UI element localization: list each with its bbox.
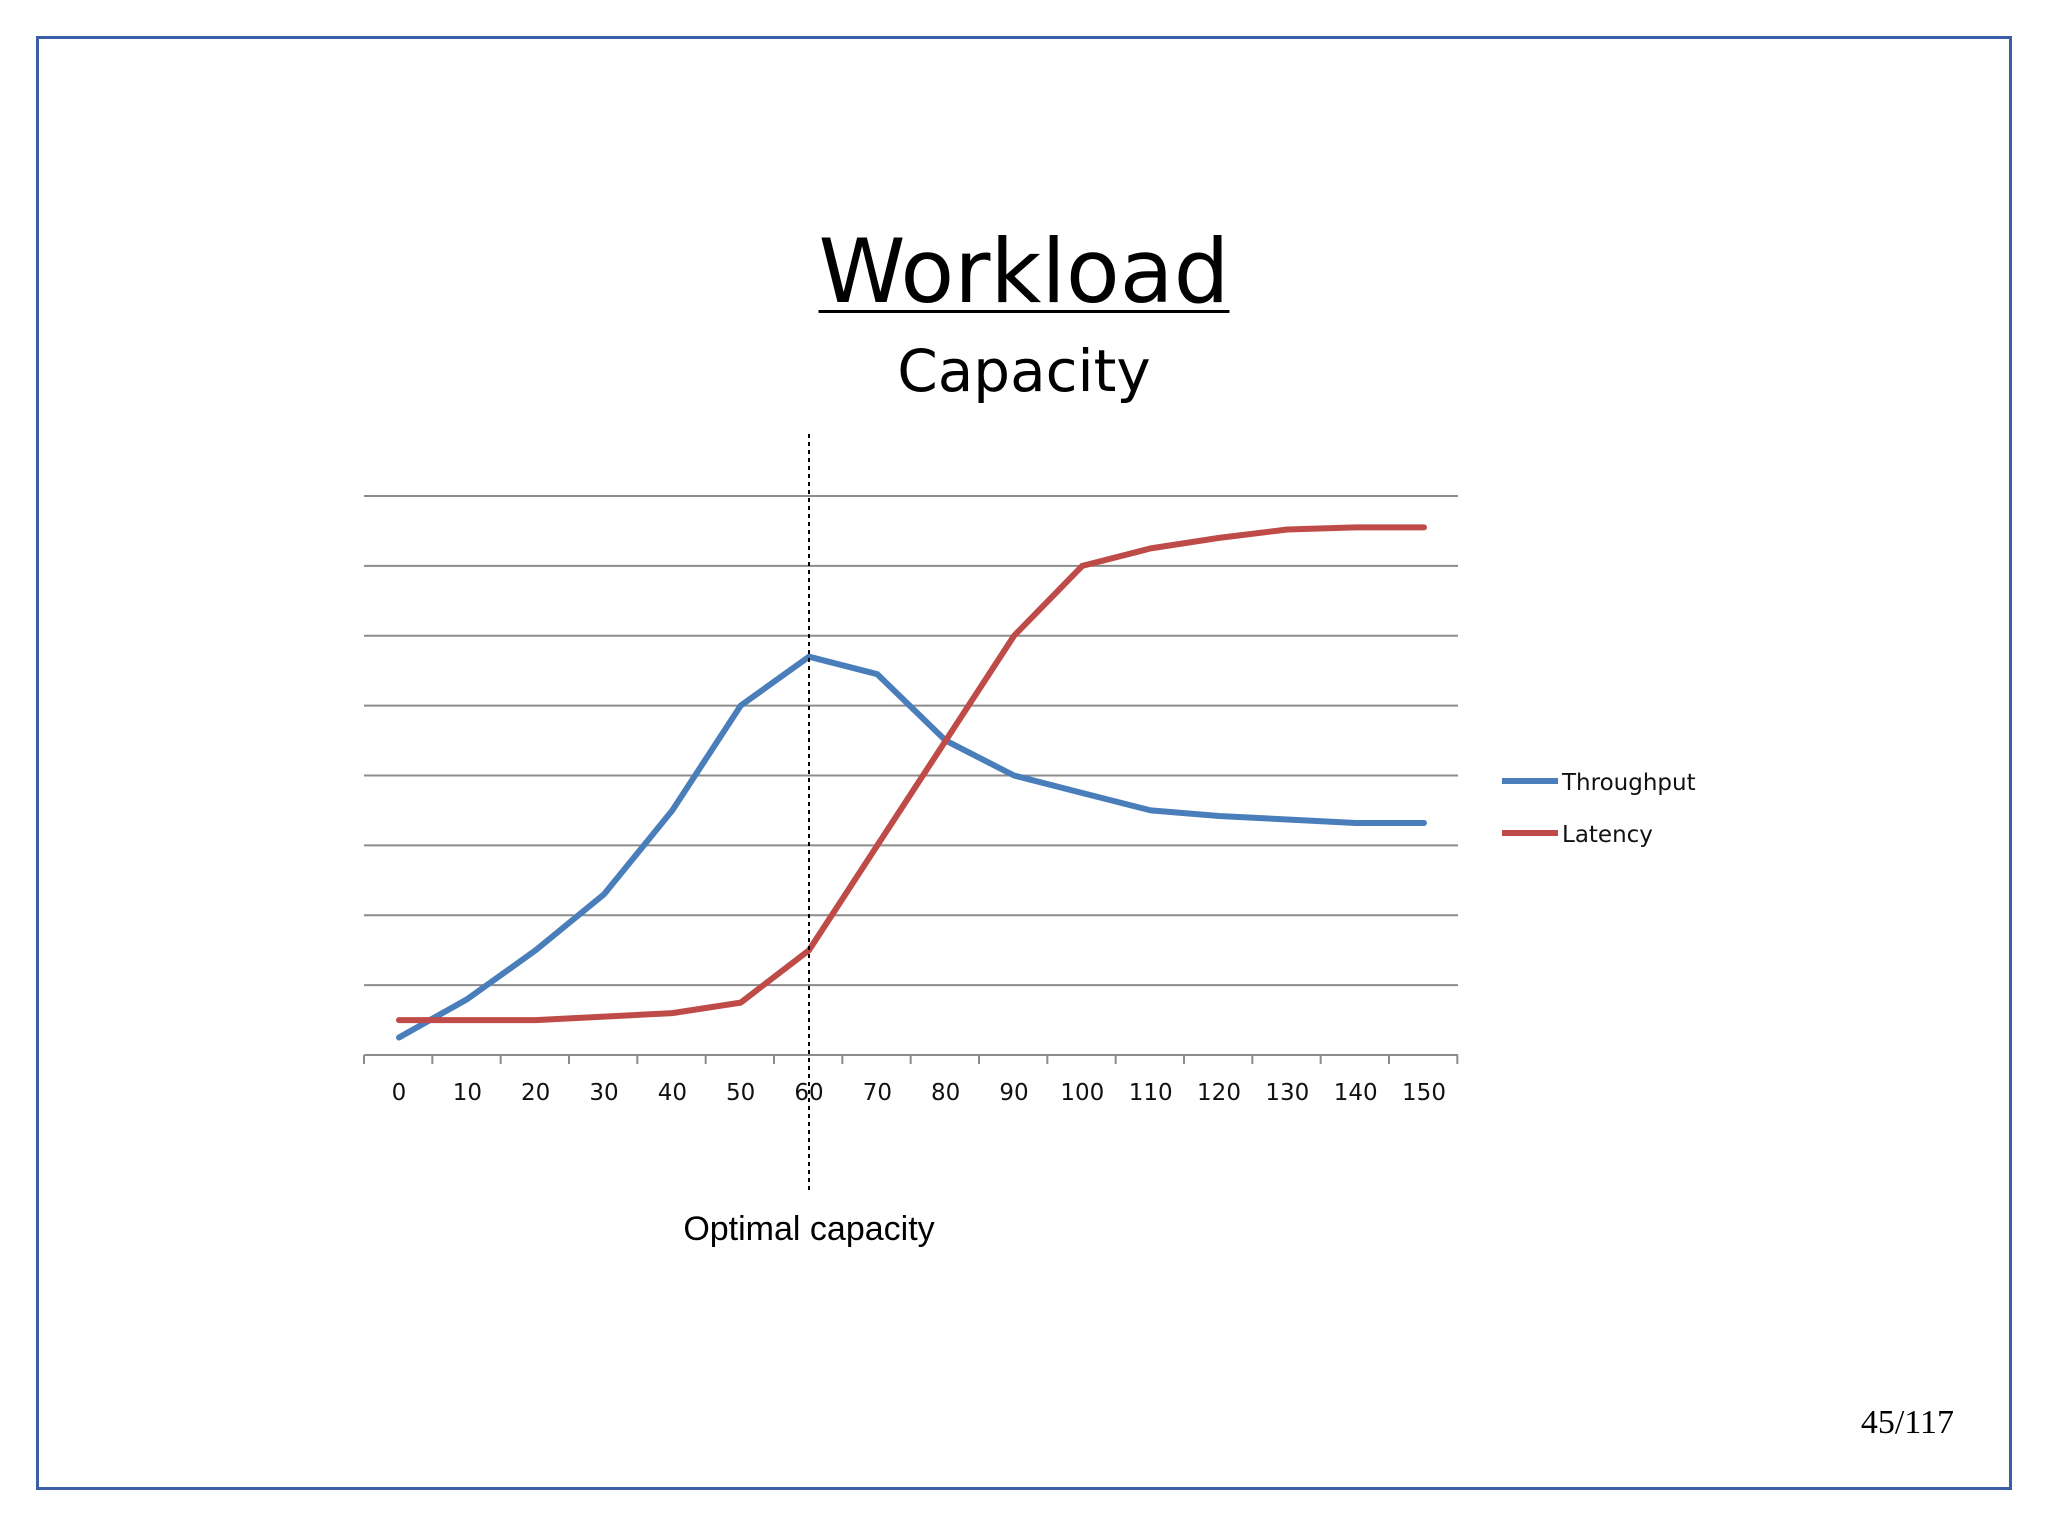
x-tick-label: 30 [589,1080,618,1106]
optimal-capacity-label: Optimal capacity [683,1210,934,1248]
x-tick-label: 100 [1060,1080,1104,1106]
series-line-latency [396,524,1427,1024]
chart-series [396,524,1427,1041]
x-tick-label: 130 [1265,1080,1309,1106]
x-tick-label: 120 [1197,1080,1241,1106]
x-tick-label: 50 [726,1080,755,1106]
slide-frame [36,36,2012,1490]
x-tick-label: 110 [1129,1080,1173,1106]
chart-gridlines [364,495,1458,987]
page-number: 45/117 [1860,1404,1954,1441]
x-tick-label: 140 [1334,1080,1378,1106]
x-tick-label: 80 [931,1080,960,1106]
x-tick-label: 0 [392,1080,407,1106]
optimal-capacity-marker: Optimal capacity [683,434,935,1248]
legend-label-throughput: Throughput [1561,770,1696,796]
x-tick-label: 150 [1402,1080,1446,1106]
x-tick-label: 40 [658,1080,687,1106]
x-axis: 0 10 20 30 40 50 60 70 80 90 100 110 120 130 140 150 [363,1054,1459,1106]
chart-legend: Throughput Latency [1502,770,1696,848]
legend-label-latency: Latency [1562,822,1653,848]
x-tick-label: 20 [521,1080,550,1106]
slide-subtitle: Capacity [897,337,1151,405]
x-tick-label: 90 [999,1080,1028,1106]
series-line-throughput [396,653,1427,1041]
x-tick-label: 10 [453,1080,482,1106]
x-tick-label: 70 [863,1080,892,1106]
slide-title: Workload [0,222,2048,322]
slide-title-text: Workload [818,220,1230,323]
